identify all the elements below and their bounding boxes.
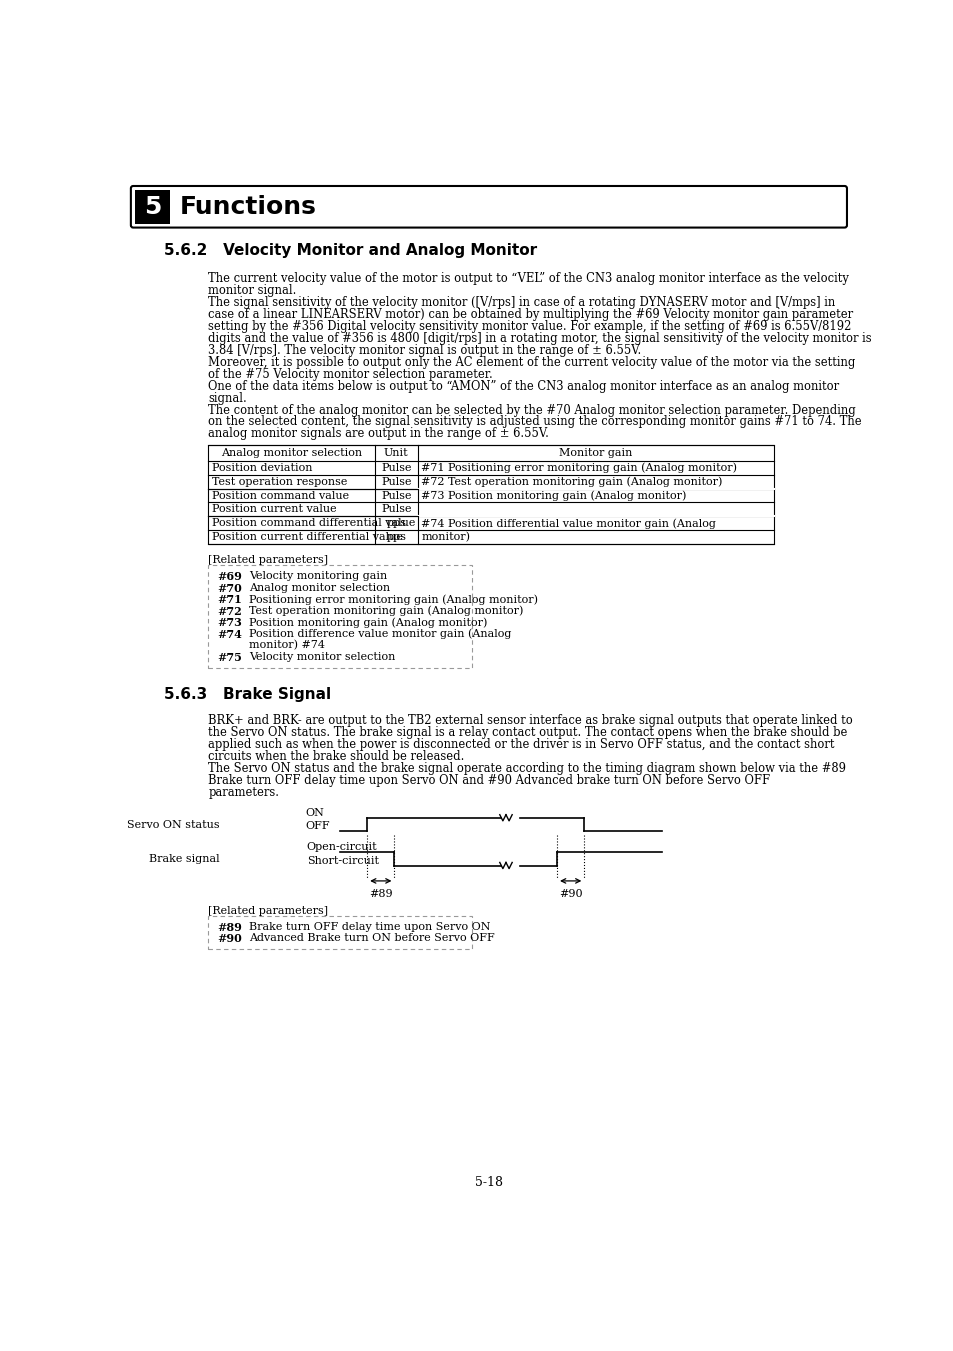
FancyBboxPatch shape [131, 186, 846, 227]
Text: 5: 5 [144, 195, 161, 219]
Text: Position current value: Position current value [212, 504, 336, 515]
Text: BRK+ and BRK- are output to the TB2 external sensor interface as brake signal ou: BRK+ and BRK- are output to the TB2 exte… [208, 715, 852, 727]
Text: Test operation response: Test operation response [212, 477, 347, 486]
Text: Servo ON status: Servo ON status [128, 820, 220, 830]
Bar [208, 565, 472, 667]
Text: Test operation monitoring gain (Analog monitor): Test operation monitoring gain (Analog m… [249, 605, 522, 616]
Text: Analog monitor selection: Analog monitor selection [249, 582, 390, 593]
Text: #70: #70 [217, 582, 242, 593]
Text: The signal sensitivity of the velocity monitor ([V/rps] in case of a rotating DY: The signal sensitivity of the velocity m… [208, 296, 835, 309]
Bar [134, 190, 171, 224]
Text: #73 Position monitoring gain (Analog monitor): #73 Position monitoring gain (Analog mon… [421, 490, 686, 501]
Text: Open-circuit: Open-circuit [307, 842, 377, 851]
Text: One of the data items below is output to “AMON” of the CN3 analog monitor interf: One of the data items below is output to… [208, 380, 839, 393]
Text: Pulse: Pulse [380, 504, 411, 515]
Text: 3.84 [V/rps]. The velocity monitor signal is output in the range of ± 6.55V.: 3.84 [V/rps]. The velocity monitor signa… [208, 345, 641, 357]
Text: Brake turn OFF delay time upon Servo ON and #90 Advanced brake turn ON before Se: Brake turn OFF delay time upon Servo ON … [208, 774, 770, 786]
Text: The Servo ON status and the brake signal operate according to the timing diagram: The Servo ON status and the brake signal… [208, 762, 845, 775]
Text: Moreover, it is possible to output only the AC element of the current velocity v: Moreover, it is possible to output only … [208, 355, 855, 369]
Text: Pulse: Pulse [380, 477, 411, 486]
Text: Position command value: Position command value [212, 490, 349, 500]
Text: applied such as when the power is disconnected or the driver is in Servo OFF sta: applied such as when the power is discon… [208, 738, 834, 751]
Bar [208, 446, 773, 461]
Text: Position monitoring gain (Analog monitor): Position monitoring gain (Analog monitor… [249, 617, 487, 628]
Text: Position current differential value: Position current differential value [212, 532, 403, 542]
Text: monitor): monitor) [421, 532, 470, 542]
Text: #89: #89 [369, 889, 393, 898]
Text: #71 Positioning error monitoring gain (Analog monitor): #71 Positioning error monitoring gain (A… [421, 462, 737, 473]
Text: Velocity monitor selection: Velocity monitor selection [249, 651, 395, 662]
Text: Advanced Brake turn ON before Servo OFF: Advanced Brake turn ON before Servo OFF [249, 934, 494, 943]
Text: Position command differential value: Position command differential value [212, 519, 416, 528]
Text: monitor signal.: monitor signal. [208, 284, 296, 297]
Text: Analog monitor selection: Analog monitor selection [221, 449, 362, 458]
Text: of the #75 Velocity monitor selection parameter.: of the #75 Velocity monitor selection pa… [208, 367, 493, 381]
Text: Position difference value monitor gain (Analog: Position difference value monitor gain (… [249, 628, 511, 639]
Text: #73: #73 [217, 617, 242, 628]
Text: signal.: signal. [208, 392, 247, 404]
Text: #90: #90 [558, 889, 582, 898]
Text: on the selected content, the signal sensitivity is adjusted using the correspond: on the selected content, the signal sens… [208, 416, 862, 428]
Text: case of a linear LINEARSERV motor) can be obtained by multiplying the #69 Veloci: case of a linear LINEARSERV motor) can b… [208, 308, 853, 322]
Text: the Servo ON status. The brake signal is a relay contact output. The contact ope: the Servo ON status. The brake signal is… [208, 725, 847, 739]
Text: OFF: OFF [305, 821, 330, 831]
Text: Brake signal: Brake signal [150, 854, 220, 863]
Text: Velocity monitoring gain: Velocity monitoring gain [249, 571, 387, 581]
Text: Pulse: Pulse [380, 463, 411, 473]
Text: #71: #71 [217, 594, 242, 605]
Bar [208, 446, 773, 544]
Text: #89: #89 [217, 921, 242, 932]
Text: Position deviation: Position deviation [212, 463, 313, 473]
Text: #72: #72 [217, 605, 242, 616]
Text: Positioning error monitoring gain (Analog monitor): Positioning error monitoring gain (Analo… [249, 594, 537, 605]
Text: digits and the value of #356 is 4800 [digit/rps] in a rotating motor, the signal: digits and the value of #356 is 4800 [di… [208, 332, 871, 345]
Text: 5.6.3   Brake Signal: 5.6.3 Brake Signal [164, 688, 331, 703]
Text: analog monitor signals are output in the range of ± 6.55V.: analog monitor signals are output in the… [208, 427, 549, 440]
Text: parameters.: parameters. [208, 786, 279, 798]
Text: [Related parameters]: [Related parameters] [208, 555, 328, 565]
Text: Short-circuit: Short-circuit [307, 855, 378, 866]
Text: Monitor gain: Monitor gain [558, 449, 632, 458]
Text: pps: pps [386, 532, 406, 542]
Text: 5-18: 5-18 [475, 1175, 502, 1189]
Text: #75: #75 [217, 651, 242, 663]
Text: monitor) #74: monitor) #74 [249, 640, 324, 651]
Text: setting by the #356 Digital velocity sensitivity monitor value. For example, if : setting by the #356 Digital velocity sen… [208, 320, 851, 332]
Text: #74 Position differential value monitor gain (Analog: #74 Position differential value monitor … [421, 517, 716, 528]
Text: Unit: Unit [384, 449, 408, 458]
Text: 5.6.2   Velocity Monitor and Analog Monitor: 5.6.2 Velocity Monitor and Analog Monito… [164, 243, 537, 258]
Text: [Related parameters]: [Related parameters] [208, 905, 328, 916]
Text: The content of the analog monitor can be selected by the #70 Analog monitor sele: The content of the analog monitor can be… [208, 404, 855, 416]
Text: #74: #74 [217, 628, 242, 640]
Text: The current velocity value of the motor is output to “VEL” of the CN3 analog mon: The current velocity value of the motor … [208, 273, 848, 285]
Text: #69: #69 [217, 571, 242, 582]
Text: #90: #90 [217, 934, 242, 944]
Text: pps: pps [386, 519, 406, 528]
Text: ON: ON [305, 808, 324, 817]
Text: Functions: Functions [179, 195, 316, 219]
Text: circuits when the brake should be released.: circuits when the brake should be releas… [208, 750, 464, 763]
Text: #72 Test operation monitoring gain (Analog monitor): #72 Test operation monitoring gain (Anal… [421, 477, 722, 486]
Text: Pulse: Pulse [380, 490, 411, 500]
Text: Brake turn OFF delay time upon Servo ON: Brake turn OFF delay time upon Servo ON [249, 921, 490, 932]
Bar [208, 916, 472, 950]
